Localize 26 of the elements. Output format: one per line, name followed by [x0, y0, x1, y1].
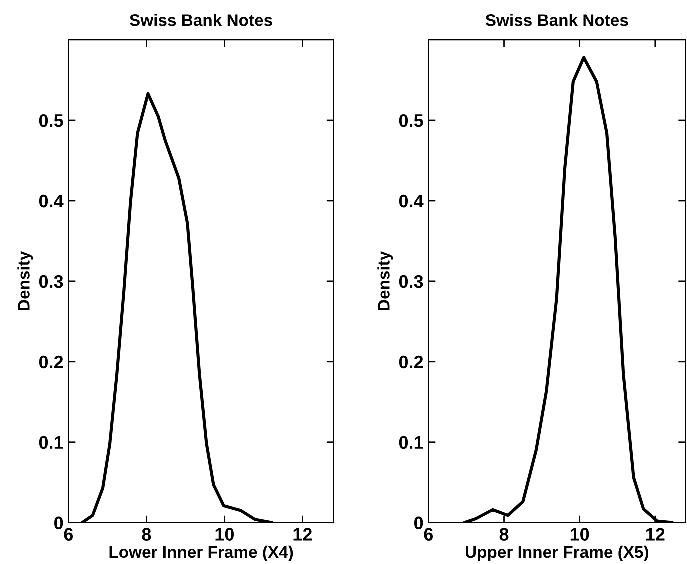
- x-tick-label: 12: [294, 528, 312, 541]
- chart-title: Swiss Bank Notes: [486, 14, 628, 26]
- y-tick-label: 0.1: [399, 436, 424, 450]
- x-tick-label: 6: [424, 528, 434, 541]
- y-tick-label: 0: [414, 516, 424, 530]
- x-tick-label: 10: [570, 528, 590, 541]
- x-axis-title: Upper Inner Frame (X5): [466, 546, 648, 562]
- x-axis-title: Lower Inner Frame (X4): [110, 546, 294, 562]
- y-tick-label: 0.4: [399, 194, 424, 208]
- x-tick-label: 12: [646, 528, 665, 541]
- y-axis-title: Density: [378, 251, 394, 310]
- y-tick-label: 0.5: [399, 114, 424, 128]
- y-tick-label: 0.1: [39, 436, 64, 450]
- chart-title: Swiss Bank Notes: [130, 14, 272, 26]
- y-axis-title: Density: [18, 251, 34, 310]
- x-tick-label: 10: [216, 528, 234, 541]
- y-tick-label: 0.5: [39, 114, 64, 128]
- y-tick-label: 0.4: [39, 194, 64, 208]
- y-tick-label: 0.3: [399, 275, 424, 288]
- y-tick-label: 0.2: [39, 356, 64, 369]
- x-tick-label: 8: [500, 528, 509, 541]
- y-tick-label: 0.3: [39, 275, 64, 288]
- x-tick-label: 8: [142, 528, 152, 541]
- x-tick-label: 6: [64, 528, 74, 541]
- y-tick-label: 0: [54, 516, 64, 530]
- y-tick-label: 0.2: [399, 356, 424, 369]
